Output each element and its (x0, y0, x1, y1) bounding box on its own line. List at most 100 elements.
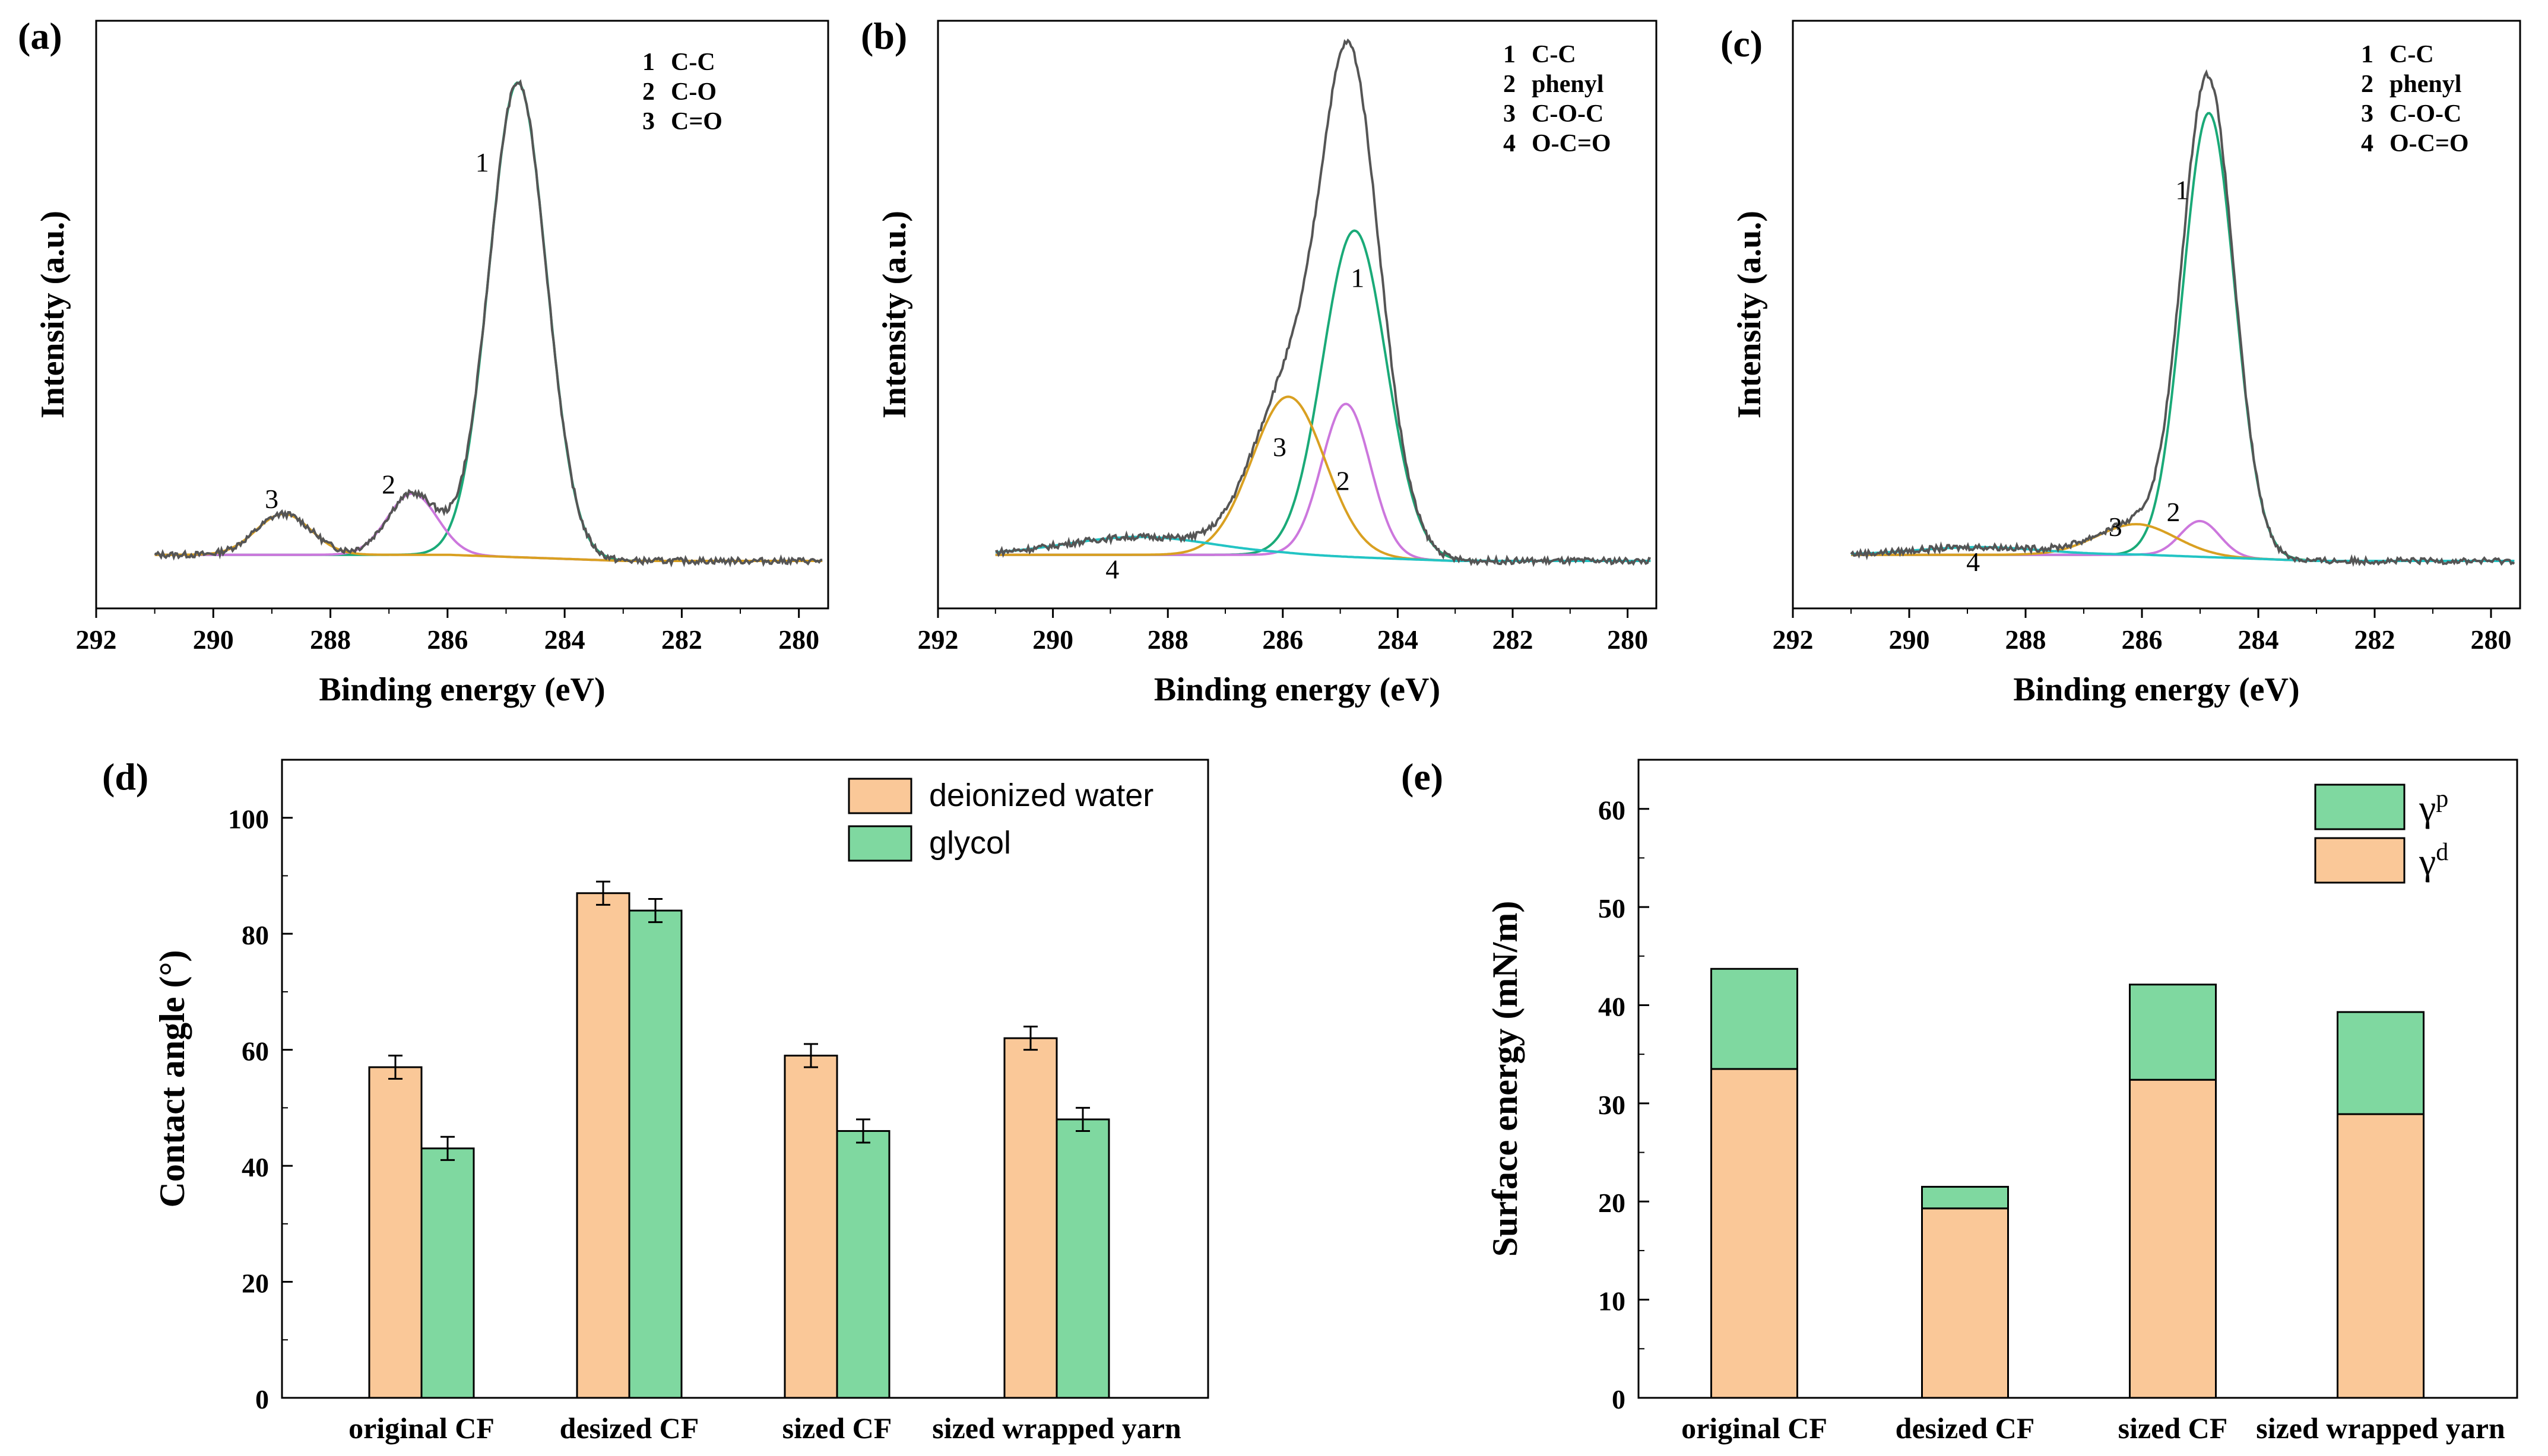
bar-panel-e: (e) 0 10 20 30 40 50 60 Surface energy (mN/m) ori… (1401, 756, 2518, 1445)
bar-panel-d: (d) 0 20 40 60 80 100 Contact angle (°) original… (102, 756, 1209, 1445)
bar-glycol (628, 909, 683, 1399)
plot-frame (1637, 759, 2518, 1399)
bar-water (784, 1054, 838, 1399)
peak-number-3: 3 (265, 484, 278, 514)
x-tick-label: 282 (2354, 624, 2395, 655)
legend-number: 1 (642, 49, 655, 76)
y-axis-label: Contact angle (°) (153, 950, 192, 1208)
legend-number: 4 (1503, 130, 1516, 157)
peak-number-1: 1 (476, 147, 489, 177)
category-label: desized CF (560, 1411, 699, 1445)
peak-curve-1 (995, 229, 1651, 562)
legend-number: 2 (2361, 71, 2373, 98)
stacked-bar-p (2129, 984, 2217, 1081)
legend-label: C-C (2389, 41, 2434, 68)
stacked-bar-p (2337, 1011, 2425, 1115)
y-tick-label: 100 (228, 804, 269, 835)
x-tick-label: 290 (193, 624, 234, 655)
y-tick-label: 0 (255, 1384, 269, 1414)
x-tick-label: 292 (918, 624, 959, 655)
y-tick-label: 80 (242, 920, 269, 950)
y-tick-label: 50 (1598, 893, 1625, 924)
y-tick-label: 40 (1598, 991, 1625, 1022)
peak-number-1: 1 (2175, 175, 2189, 205)
legend-number: 1 (1503, 41, 1516, 68)
y-tick-label: 60 (1598, 795, 1625, 826)
x-tick-label: 284 (544, 624, 585, 655)
bar-glycol (420, 1147, 475, 1399)
x-tick-label: 286 (427, 624, 468, 655)
x-tick-label: 290 (1032, 624, 1073, 655)
y-axis-label: Intensity (a.u.) (34, 211, 71, 418)
y-tick-label: 20 (242, 1268, 269, 1299)
y-tick-label: 10 (1598, 1286, 1625, 1317)
peak-curve-2 (995, 402, 1651, 562)
x-tick-label: 286 (1262, 624, 1303, 655)
y-axis-label: Surface energy (mN/m) (1485, 901, 1525, 1257)
y-tick-label: 40 (242, 1152, 269, 1182)
legend-label: phenyl (1532, 71, 1603, 98)
x-tick-label: 282 (661, 624, 702, 655)
legend-number: 1 (2361, 41, 2373, 68)
peak-number-2: 2 (1336, 465, 1350, 496)
bar-glycol (1056, 1118, 1110, 1399)
peak-number-1: 1 (1351, 263, 1364, 293)
plot-frame (281, 759, 1209, 1399)
legend-label: O-C=O (1532, 130, 1611, 157)
category-label: original CF (348, 1411, 495, 1445)
peak-number-4: 4 (1105, 554, 1119, 585)
legend-swatch (2314, 837, 2406, 884)
peak-curve-3 (995, 395, 1651, 562)
envelope-curve (1850, 69, 2515, 567)
legend-label: γd (2419, 839, 2448, 883)
stacked-bar-d (2129, 1078, 2217, 1399)
x-tick-label: 290 (1889, 624, 1930, 655)
x-tick-label: 280 (778, 624, 819, 655)
x-axis-label: Binding energy (eV) (2013, 671, 2299, 708)
peak-curve-2 (154, 492, 823, 562)
legend-label: C-C (1532, 41, 1576, 68)
legend-swatch (848, 778, 912, 814)
x-tick-label: 288 (310, 624, 351, 655)
legend-label: C-O (671, 78, 717, 106)
legend-swatch (2314, 783, 2406, 830)
peak-number-3: 3 (1273, 432, 1286, 462)
x-tick-label: 284 (1377, 624, 1418, 655)
envelope-curve (154, 79, 823, 568)
legend-label: γp (2419, 785, 2448, 829)
category-label: sized wrapped yarn (2256, 1411, 2505, 1445)
legend-label: C-O-C (2389, 100, 2461, 128)
x-tick-label: 280 (1607, 624, 1648, 655)
legend-label-base: γ (2419, 787, 2436, 829)
plot-frame (1792, 20, 2521, 610)
panel-label: (c) (1720, 23, 1763, 65)
bar-water (576, 892, 630, 1399)
y-axis-label: Intensity (a.u.) (876, 211, 913, 418)
y-tick-label: 60 (242, 1036, 269, 1067)
legend-number: 3 (1503, 100, 1516, 128)
legend-number: 3 (2361, 100, 2373, 128)
category-label: sized CF (2118, 1411, 2228, 1445)
category-label: desized CF (1896, 1411, 2035, 1445)
plot-frame (937, 20, 1658, 610)
legend-number: 4 (2361, 130, 2373, 157)
legend-number: 2 (1503, 71, 1516, 98)
xps-panel-c: (c) 292 290 288 286 284 282 280 Binding energy (… (1720, 20, 2521, 708)
peak-number-3: 3 (2109, 512, 2122, 542)
peak-number-2: 2 (2167, 497, 2181, 527)
legend-label: C-O-C (1532, 100, 1603, 128)
legend-label-sup: d (2436, 839, 2448, 866)
legend-label: O-C=O (2389, 130, 2469, 157)
x-tick-label: 284 (2238, 624, 2279, 655)
stacked-bar-p (1921, 1185, 2009, 1210)
y-axis-label: Intensity (a.u.) (1731, 211, 1768, 418)
x-tick-label: 292 (76, 624, 117, 655)
legend-label: C=O (671, 108, 722, 135)
y-tick-label: 20 (1598, 1188, 1625, 1218)
legend-number: 3 (642, 108, 655, 135)
stacked-bar-d (1710, 1068, 1798, 1399)
legend-label: deionized water (929, 778, 1153, 813)
xps-panel-a: (a) 292 290 288 286 284 282 280 Binding energy (… (18, 15, 829, 708)
panel-label: (e) (1401, 756, 1443, 798)
x-tick-label: 280 (2471, 624, 2512, 655)
